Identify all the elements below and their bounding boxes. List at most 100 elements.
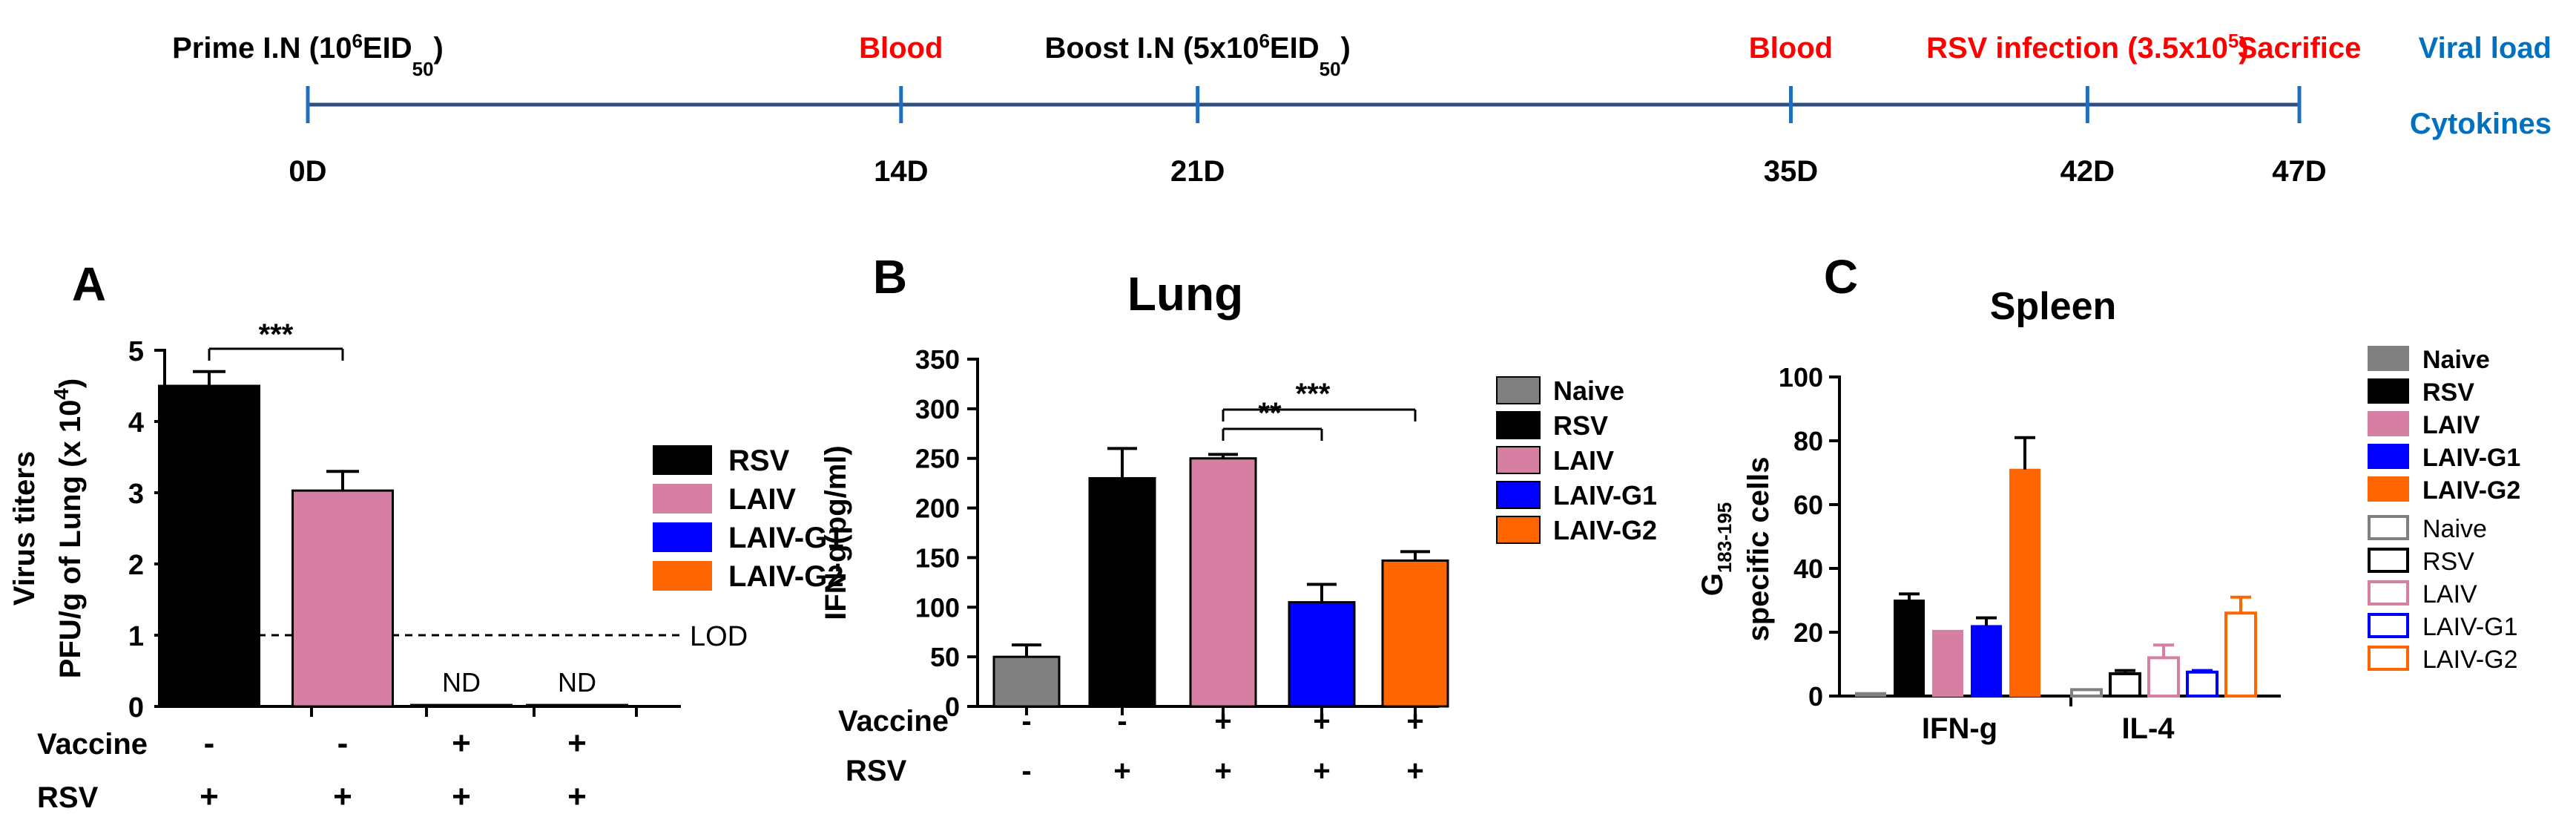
bar-laiv-g2	[1381, 559, 1449, 708]
legend-label: LAIV-G1	[2422, 613, 2518, 641]
legend-label: LAIV-G1	[1553, 480, 1657, 511]
y-tick-label: 40	[1793, 554, 1823, 584]
y-axis-label-part: 4	[50, 388, 73, 400]
bar-laiv-g1-ifn-g	[1971, 625, 2002, 698]
panel-label-b: B	[873, 250, 907, 303]
condition-value: -	[1021, 705, 1031, 738]
y-tick-label: 2	[128, 550, 144, 581]
legend-label: Naive	[2422, 346, 2490, 374]
bar-naive-ifn-g	[1855, 692, 1886, 698]
y-tick-label: 250	[915, 444, 960, 474]
legend-swatch	[653, 561, 712, 591]
chart-title-spleen: Spleen	[1990, 285, 2117, 328]
y-axis-label-line1: G183-195	[1696, 502, 1736, 597]
bar-naive-il-4	[2070, 688, 2103, 698]
chart-title-lung: Lung	[1127, 267, 1243, 321]
y-tick-label: 60	[1793, 490, 1823, 520]
legend-label: LAIV-G1	[728, 522, 844, 554]
timeline-event-label-part: EID	[363, 32, 412, 65]
legend-swatch	[653, 522, 712, 552]
y-tick-label: 100	[915, 592, 960, 623]
condition-value: +	[1406, 705, 1423, 738]
condition-value: +	[1406, 755, 1423, 787]
timeline-event-label-part: Prime I.N (10	[172, 32, 352, 65]
y-axis-label-line1: Virus titers	[8, 451, 41, 606]
condition-value: +	[567, 778, 587, 815]
legend-label: LAIV-G2	[1553, 515, 1657, 545]
bar-rsv-il-4	[2109, 672, 2141, 698]
nd-label: ND	[558, 667, 596, 698]
legend-label: LAIV-G2	[728, 560, 844, 593]
bar-laiv-g2	[526, 703, 628, 708]
lod-label: LOD	[690, 621, 748, 652]
condition-row-label: RSV	[846, 755, 907, 787]
bar-rsv-ifn-g	[1894, 600, 1925, 697]
legend-swatch	[1496, 376, 1541, 404]
legend-swatch-open	[2368, 548, 2409, 573]
legend-label: RSV	[2422, 378, 2474, 407]
y-tick-label: 1	[128, 621, 144, 652]
y-tick-label: 150	[915, 542, 960, 573]
timeline-event-label: RSV infection (3.5x105)	[1926, 30, 2249, 65]
legend-swatch-filled	[2368, 378, 2409, 404]
timeline-event-label-part: RSV infection (3.5x10	[1926, 32, 2228, 65]
significance-label: ***	[259, 318, 294, 351]
y-tick-label: 350	[915, 344, 960, 375]
timeline-event-label-part: 50	[412, 58, 434, 80]
y-axis-label-part: 183-195	[1713, 502, 1736, 573]
condition-value: +	[200, 778, 219, 815]
timeline-event-label: Blood	[859, 32, 943, 65]
y-tick-label: 50	[930, 642, 960, 672]
bar-naive	[992, 655, 1061, 708]
timeline-day-label: 35D	[1764, 155, 1818, 188]
y-axis-label-part: G	[1696, 573, 1729, 596]
timeline-event-label-part: Boost I.N (5x10	[1044, 32, 1259, 65]
readout-cytokines: Cytokines	[2410, 108, 2552, 140]
bar-laiv-g2-ifn-g	[2009, 468, 2040, 697]
y-tick-label: 0	[945, 692, 960, 722]
legend-label: LAIV	[2422, 411, 2480, 439]
bar-laiv-ifn-g	[1932, 629, 1963, 697]
panel-label-c: C	[1824, 250, 1858, 303]
significance-label: ***	[1296, 378, 1331, 410]
legend-swatch-open	[2368, 646, 2409, 671]
legend-swatch	[653, 484, 712, 513]
y-tick-label: 80	[1793, 426, 1823, 456]
condition-value: -	[337, 725, 349, 761]
condition-value: +	[452, 778, 471, 815]
legend-label: RSV	[728, 444, 790, 477]
timeline-event-label-part: EID	[1270, 32, 1320, 65]
timeline-day-label: 21D	[1170, 155, 1225, 188]
timeline-event-label: Blood	[1749, 32, 1833, 65]
timeline-event-label-part: 6	[1259, 30, 1269, 52]
legend-swatch	[1496, 481, 1541, 509]
y-axis-label: IFN-g(pg/ml)	[820, 445, 852, 620]
timeline-day-label: 42D	[2061, 155, 2115, 188]
legend-label: LAIV	[1553, 445, 1614, 476]
timeline-event-label-part: Blood	[1749, 32, 1833, 65]
legend-label: LAIV	[728, 483, 796, 516]
legend-swatch	[1496, 446, 1541, 474]
legend-swatch-open	[2368, 515, 2409, 540]
condition-value: +	[1313, 705, 1330, 738]
y-tick-label: 0	[1808, 681, 1823, 712]
group-label-il-4: IL-4	[2121, 712, 2175, 745]
timeline-day-label: 47D	[2272, 155, 2326, 188]
condition-value: +	[1214, 705, 1231, 738]
legend-swatch-filled	[2368, 411, 2409, 436]
condition-value: +	[1113, 755, 1130, 787]
y-tick-label: 100	[1779, 362, 1823, 393]
condition-value: +	[1214, 755, 1231, 787]
condition-row-label: Vaccine	[37, 728, 148, 761]
legend-swatch-open	[2368, 613, 2409, 638]
condition-value: -	[1117, 705, 1127, 738]
legend-label: Naive	[1553, 375, 1624, 406]
condition-value: +	[1313, 755, 1330, 787]
y-tick-label: 20	[1793, 617, 1823, 648]
condition-row-label: Vaccine	[838, 705, 949, 738]
timeline-event-label-part: )	[434, 32, 444, 65]
timeline-event-label: Sacrifice	[2238, 32, 2362, 65]
legend-label: RSV	[2422, 548, 2474, 576]
nd-label: ND	[442, 667, 481, 698]
